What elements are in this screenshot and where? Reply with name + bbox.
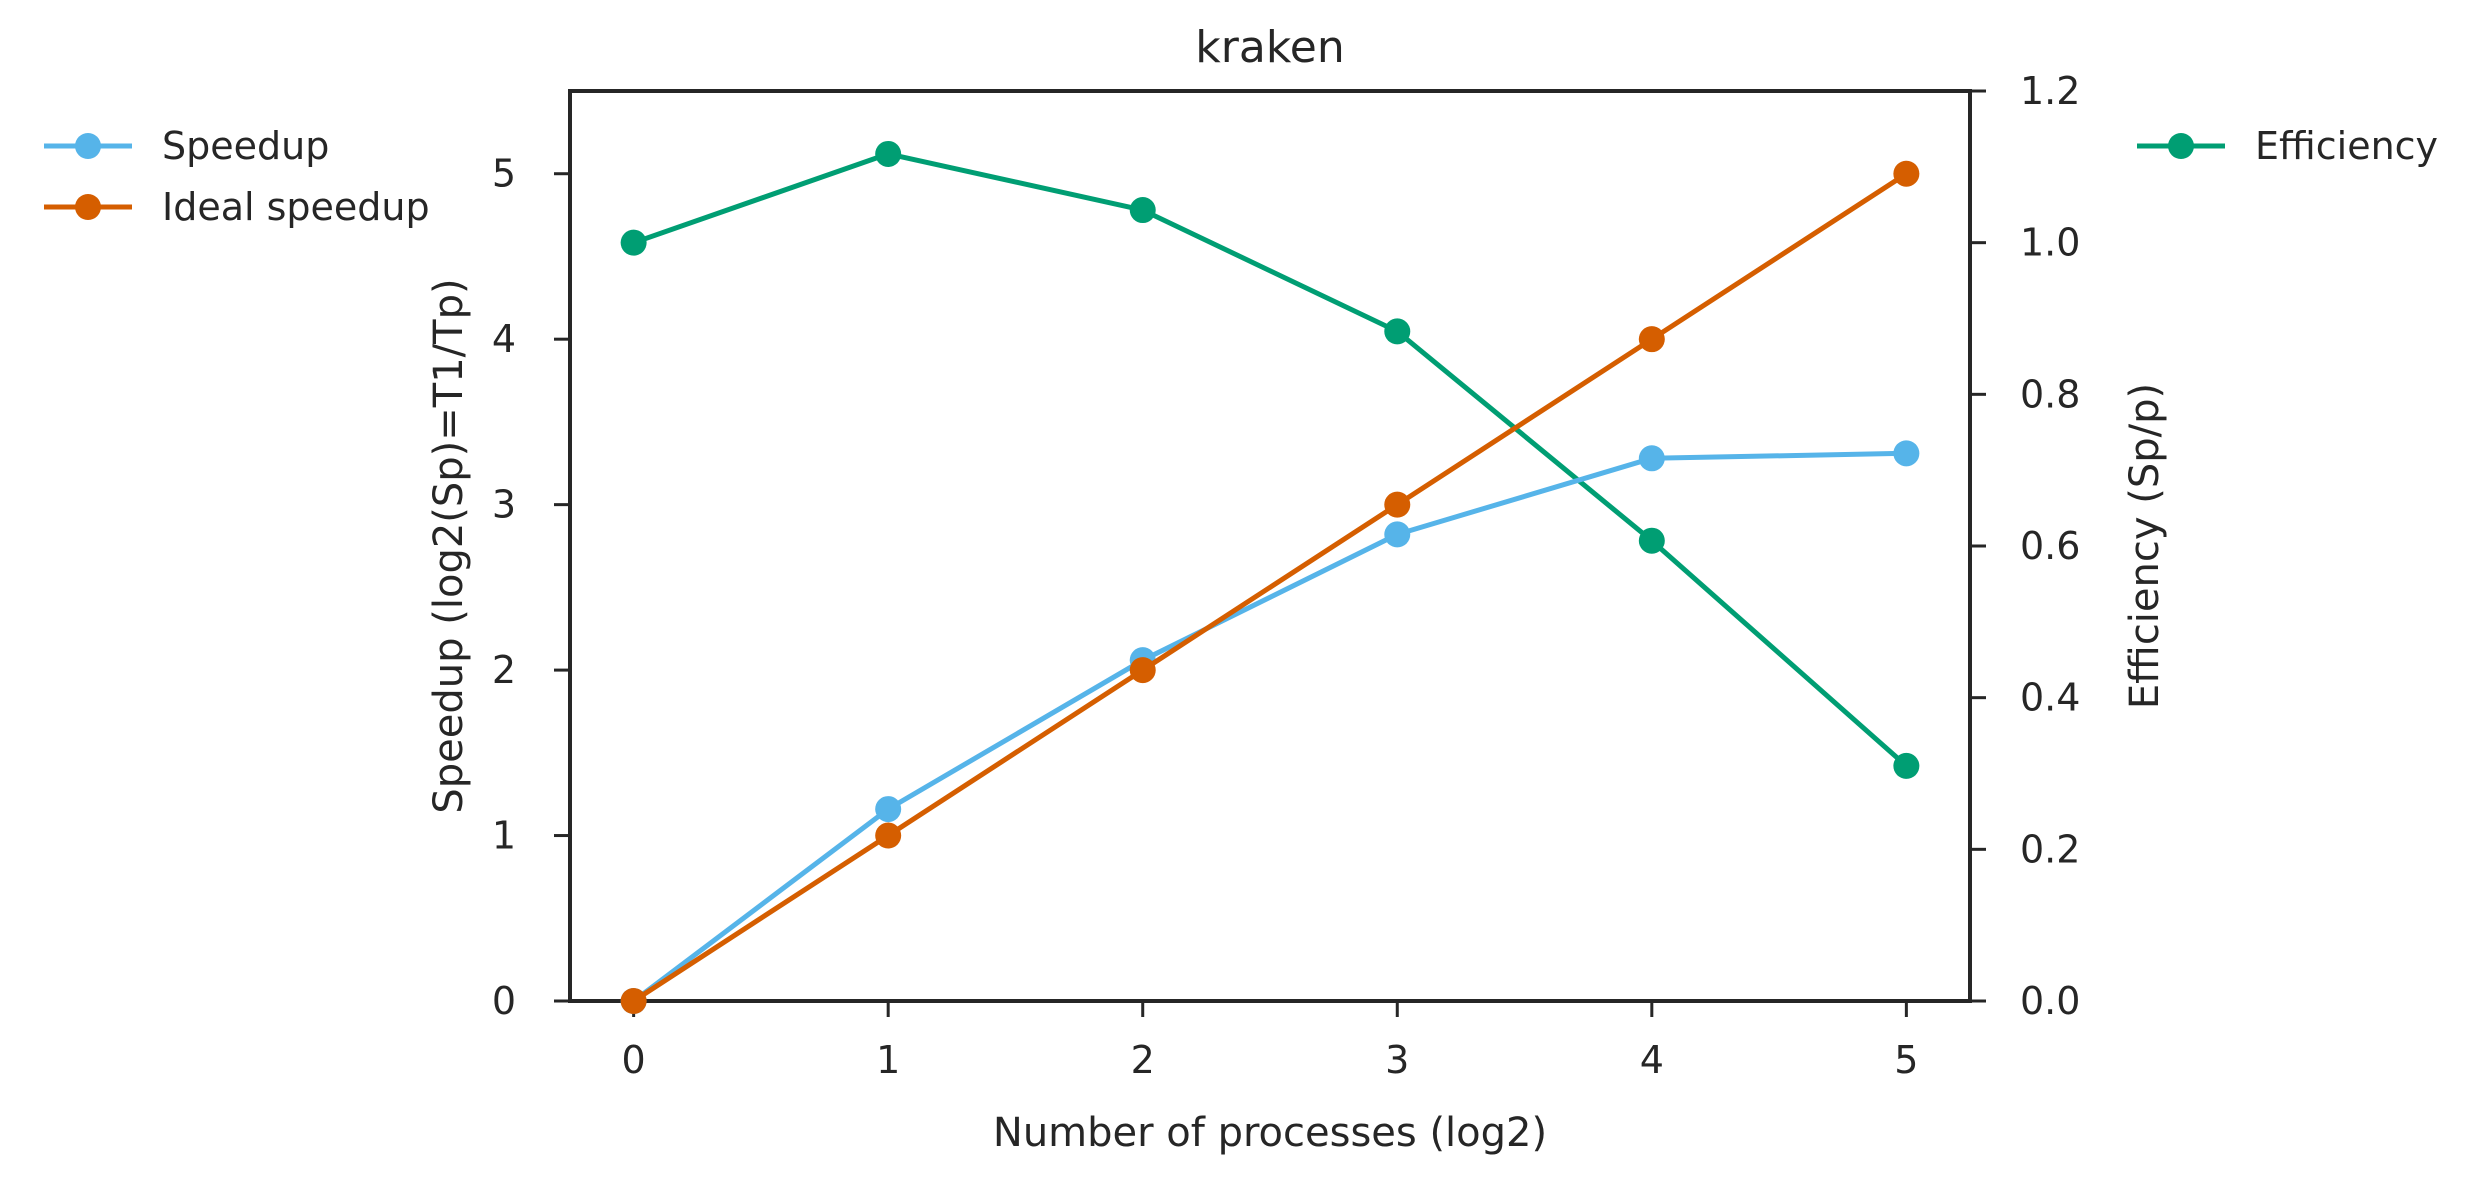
chart-title: kraken <box>1195 22 1344 73</box>
y2-tick-label: 1.2 <box>2020 69 2080 113</box>
legend-label: Speedup <box>162 124 329 168</box>
right-y-axis-ticks: 0.0 0.2 0.4 0.6 0.8 1.0 1.2 <box>1970 69 2080 1023</box>
ideal-speedup-point <box>620 988 647 1014</box>
left-y-axis-ticks: 0 1 2 3 4 5 <box>492 152 570 1023</box>
x-tick-label: 1 <box>876 1038 900 1082</box>
ideal-speedup-point <box>1638 326 1665 353</box>
x-tick-label: 3 <box>1385 1038 1409 1082</box>
legend-left: Speedup Ideal speedup <box>44 124 430 229</box>
ideal-speedup-point <box>1384 491 1411 518</box>
legend-right: Efficiency <box>2137 124 2438 168</box>
x-axis-label: Number of processes (log2) <box>993 1110 1547 1156</box>
y-tick-label: 2 <box>492 648 516 692</box>
y-tick-label: 0 <box>492 979 516 1023</box>
y2-tick-label: 0.6 <box>2020 524 2080 568</box>
ideal-speedup-point <box>1893 160 1920 187</box>
speedup-point <box>1893 440 1920 467</box>
y2-tick-label: 0.0 <box>2020 979 2080 1023</box>
efficiency-point <box>1384 318 1411 345</box>
efficiency-point <box>1893 752 1920 779</box>
ideal-speedup-point <box>1129 657 1156 684</box>
y-tick-label: 3 <box>492 483 516 527</box>
efficiency-point <box>1638 527 1665 554</box>
y2-tick-label: 0.2 <box>2020 827 2080 871</box>
y-axis-label: Speedup (log2(Sp)=T1/Tp) <box>426 278 472 813</box>
plot-frame <box>568 89 1972 1003</box>
legend-marker <box>75 194 101 220</box>
y-tick-label: 1 <box>492 814 516 858</box>
legend-item-ideal-speedup: Ideal speedup <box>44 185 430 229</box>
speedup-line <box>632 450 1907 1003</box>
y2-tick-label: 1.0 <box>2020 221 2080 265</box>
efficiency-line <box>632 151 1909 768</box>
y2-tick-label: 0.4 <box>2020 676 2080 720</box>
legend-label: Ideal speedup <box>162 185 430 229</box>
y-tick-label: 5 <box>492 152 516 196</box>
speedup-point <box>1638 445 1665 472</box>
efficiency-point <box>620 229 647 256</box>
legend-item-efficiency: Efficiency <box>2137 124 2438 168</box>
legend-marker <box>75 133 101 159</box>
efficiency-point <box>875 140 902 167</box>
legend-label: Efficiency <box>2255 124 2438 168</box>
y-tick-label: 4 <box>492 317 516 361</box>
y2-tick-label: 0.8 <box>2020 372 2080 416</box>
x-tick-label: 4 <box>1640 1038 1664 1082</box>
x-axis-ticks: 0 1 2 3 4 5 <box>622 1001 1918 1082</box>
efficiency-series <box>620 140 1920 779</box>
ideal-speedup-point <box>875 822 902 849</box>
x-tick-label: 5 <box>1894 1038 1918 1082</box>
x-tick-label: 2 <box>1131 1038 1155 1082</box>
ideal-speedup-series <box>620 160 1920 1014</box>
speedup-series <box>620 440 1920 1014</box>
series-layer <box>620 140 1920 1014</box>
speedup-point <box>1384 521 1411 548</box>
y2-axis-label: Efficiency (Sp/p) <box>2122 383 2168 709</box>
ideal-speedup-line <box>632 171 1908 1004</box>
speedup-point <box>875 796 902 823</box>
legend-marker <box>2168 133 2194 159</box>
efficiency-point <box>1129 197 1156 224</box>
x-tick-label: 0 <box>622 1038 646 1082</box>
legend-item-speedup: Speedup <box>44 124 329 168</box>
